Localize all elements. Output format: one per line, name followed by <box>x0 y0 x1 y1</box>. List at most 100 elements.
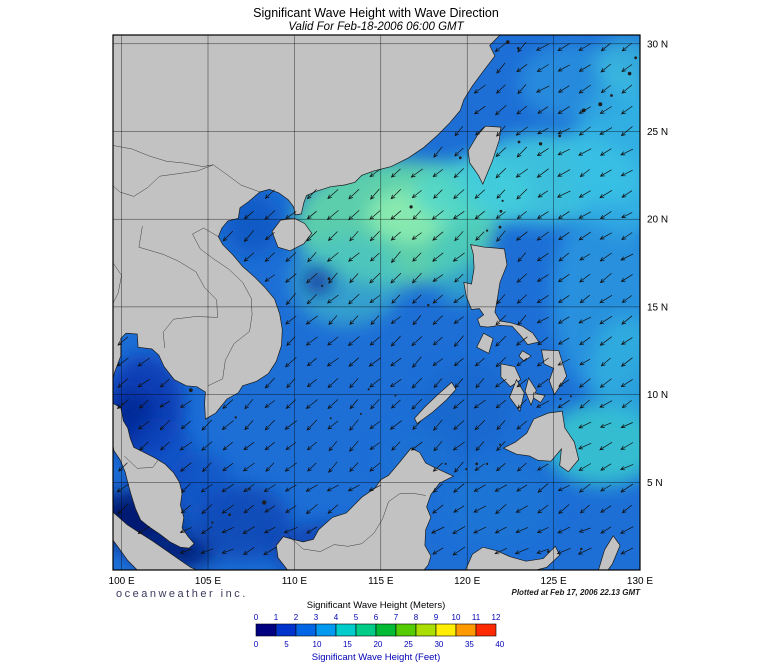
island-dot <box>547 550 550 553</box>
legend-meters-tick: 7 <box>394 613 399 622</box>
island-dot <box>367 388 370 391</box>
island-dot <box>327 277 331 281</box>
lat-tick-label: 5 N <box>647 478 663 489</box>
legend-colorbar: 0 1 2 3 4 5 6 7 8 9 10 11 120 5 10 15 20 25 30 35 40 <box>254 613 505 649</box>
map-frame <box>112 34 641 571</box>
land-cebu <box>524 377 537 407</box>
lon-tick-label: 105 E <box>195 576 221 587</box>
plotted-timestamp: Plotted at Feb 17, 2006 22.13 GMT <box>512 588 642 597</box>
country-border-line <box>113 262 122 304</box>
land-halmahera <box>598 535 621 570</box>
island-dot <box>465 468 468 471</box>
island-dot <box>569 395 572 398</box>
small-islands-layer <box>121 40 638 553</box>
island-dot <box>499 209 503 213</box>
island-dot <box>475 462 479 466</box>
legend-cell <box>435 623 457 637</box>
island-dot <box>427 303 430 307</box>
island-dot <box>321 284 324 287</box>
oceanweather-logo: oceanweather inc. <box>116 588 248 600</box>
island-dot <box>558 134 562 138</box>
legend-feet-tick: 25 <box>404 640 413 649</box>
lat-tick-label: 25 N <box>647 127 668 138</box>
island-dot <box>501 199 504 202</box>
legend-cell <box>355 623 377 637</box>
island-dot <box>329 417 332 420</box>
country-border-line <box>288 493 426 552</box>
island-dot <box>598 102 603 107</box>
island-dot <box>517 140 521 144</box>
lon-tick-label: 120 E <box>454 576 480 587</box>
legend-cell <box>395 623 417 637</box>
map-title: Significant Wave Height with Wave Direct… <box>253 6 499 20</box>
legend-cell <box>295 623 317 637</box>
lon-tick-label: 115 E <box>368 576 394 587</box>
wave-arrows <box>116 41 634 556</box>
legend-meters-tick: 3 <box>314 613 319 622</box>
legend-meters-tick: 12 <box>492 613 501 622</box>
legend-feet-tick: 5 <box>284 640 289 649</box>
land-negros <box>509 378 525 413</box>
legend-meters-title: Significant Wave Height (Meters) <box>307 600 446 611</box>
island-dot <box>559 397 562 401</box>
island-dot <box>538 142 543 146</box>
legend-meters-tick: 9 <box>434 613 439 622</box>
legend-meters-tick: 6 <box>374 613 379 622</box>
legend-feet-tick: 30 <box>434 640 443 649</box>
lon-tick-label: 110 E <box>282 576 308 587</box>
island-dot <box>228 513 232 517</box>
legend-meters-tick: 1 <box>274 613 279 622</box>
land-masbate <box>518 350 532 362</box>
lat-tick-label: 10 N <box>647 390 668 401</box>
lat-tick-label: 15 N <box>647 302 668 313</box>
legend-cell <box>455 623 477 637</box>
legend-feet-tick: 10 <box>313 640 322 649</box>
axis-labels: 100 E 105 E 110 E 115 E 120 E 125 E 130 E 30 N 2… <box>109 39 669 587</box>
map-subtitle: Valid For Feb-18-2006 06:00 GMT <box>288 21 464 33</box>
lon-tick-label: 130 E <box>627 576 653 587</box>
island-dot <box>610 94 613 97</box>
legend-cell <box>475 623 497 637</box>
land-hainan <box>271 217 313 252</box>
ocean-blob <box>304 269 331 294</box>
legend-meters-tick: 2 <box>294 613 299 622</box>
legend-meters-tick: 10 <box>452 613 461 622</box>
island-dot <box>444 462 447 465</box>
country-border-line <box>113 164 260 197</box>
island-dot <box>499 443 501 446</box>
lat-tick-label: 20 N <box>647 215 668 226</box>
legend-feet-tick: 0 <box>254 640 259 649</box>
island-dot <box>458 156 462 160</box>
island-dot <box>394 394 397 397</box>
legend-feet-tick: 15 <box>343 640 352 649</box>
island-dot <box>634 56 638 60</box>
legend-cell <box>375 623 397 637</box>
island-dot <box>262 500 267 505</box>
land-taiwan <box>467 125 502 185</box>
ocean-blob <box>595 36 640 93</box>
country-borders-layer <box>113 145 426 552</box>
legend-meters-tick: 0 <box>254 613 259 622</box>
land-luzon <box>463 244 540 345</box>
legend-cell <box>275 623 297 637</box>
island-dot <box>580 547 583 551</box>
island-dot <box>234 416 237 419</box>
lon-tick-label: 100 E <box>109 576 135 587</box>
legend-meters-tick: 5 <box>354 613 359 622</box>
land-borneo <box>275 447 455 570</box>
island-dot <box>248 488 251 491</box>
island-dot <box>188 388 193 393</box>
country-border-line <box>124 455 159 469</box>
land-layer <box>113 35 621 570</box>
legend-feet-tick: 35 <box>465 640 474 649</box>
island-dot <box>486 462 489 465</box>
country-border-line <box>192 227 253 386</box>
land-sulawesi <box>465 545 561 570</box>
island-dot <box>211 521 214 524</box>
legend-cell <box>255 623 277 637</box>
legend-cell <box>415 623 437 637</box>
graticule-layer <box>113 35 640 570</box>
legend-meters-tick: 4 <box>334 613 339 622</box>
land-mindanao <box>502 410 580 473</box>
